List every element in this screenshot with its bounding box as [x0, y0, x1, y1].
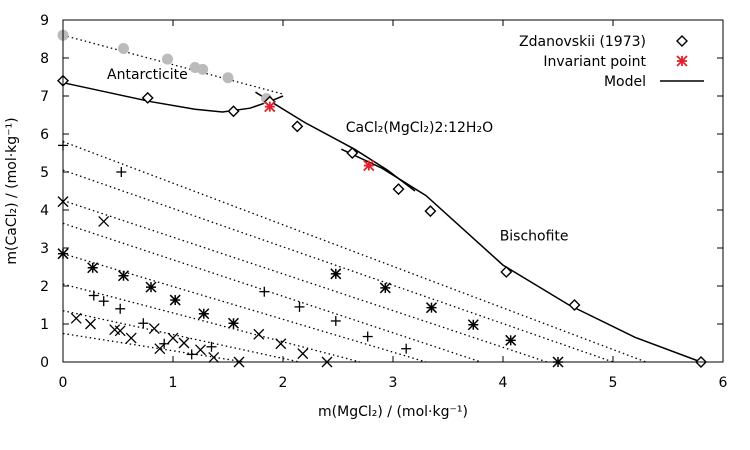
cross-point: [178, 337, 190, 349]
cross-point: [297, 348, 309, 360]
star-point: [379, 282, 391, 294]
annotation-label: CaCl₂(MgCl₂)2:12H₂O: [346, 120, 493, 136]
dotted-line: [62, 222, 482, 363]
plus-point: [294, 301, 305, 312]
y-tick-label: 1: [40, 317, 49, 333]
tick-labels: 0 1 2 3 4 5 6 0 1 2 3 4 5 6 7 8 9: [40, 13, 727, 391]
annotations: Antarcticite CaCl₂(MgCl₂)2:12H₂O Bischofit…: [107, 67, 569, 244]
star-point: [330, 268, 342, 280]
plus-point: [259, 286, 270, 297]
plot-frame: [62, 19, 724, 363]
legend-diamond-swatch: [676, 35, 688, 47]
legend-label: Invariant point: [543, 54, 646, 70]
cross-point: [275, 338, 287, 350]
model-curve: [340, 148, 702, 363]
circle-point: [222, 72, 234, 84]
model-curve: [62, 81, 284, 113]
cross-point: [195, 344, 206, 356]
circle-point: [162, 53, 173, 65]
cross-point: [70, 312, 82, 324]
asterisk-point: [264, 101, 276, 113]
plus-point: [362, 331, 373, 342]
legend-asterisk-swatch: [676, 55, 688, 67]
plus-point: [88, 290, 99, 301]
dotted-line: [62, 253, 427, 363]
plus-point: [98, 296, 109, 307]
annotation-label: Bischofite: [500, 228, 569, 244]
dotted-line: [62, 169, 614, 363]
cross-point: [167, 332, 179, 344]
diamond-point: [568, 299, 581, 311]
x-tick-label: 1: [169, 375, 178, 391]
dotted-line: [62, 34, 284, 95]
diamond-point: [500, 265, 513, 278]
y-tick-label: 2: [40, 279, 49, 295]
data-markers: [57, 29, 707, 368]
x-tick-label: 3: [389, 375, 398, 391]
cross-point: [148, 323, 160, 335]
y-tick-label: 7: [40, 89, 49, 105]
cross-point: [253, 328, 265, 340]
legend-label: Zdanovskii (1973): [519, 34, 646, 50]
cross-point: [208, 351, 220, 363]
y-axis-label: m(CaCl₂) / (mol·kg⁻¹): [4, 117, 20, 264]
annotation-label: Antarcticite: [107, 67, 188, 83]
diamond-point: [424, 205, 437, 218]
y-tick-label: 6: [40, 127, 49, 143]
cross-point: [114, 325, 126, 337]
star-point: [145, 281, 157, 293]
circle-point: [118, 43, 129, 54]
dotted-lines: [62, 34, 647, 363]
plus-point: [138, 318, 149, 329]
x-tick-label: 2: [279, 375, 288, 391]
dotted-line: [62, 140, 647, 363]
legend: Zdanovskii (1973) Invariant point Model: [519, 34, 704, 90]
plus-point: [330, 315, 341, 326]
y-tick-label: 3: [40, 241, 49, 257]
dotted-line: [62, 283, 361, 363]
y-tick-label: 9: [40, 13, 49, 29]
dotted-line: [62, 199, 548, 363]
y-tick-label: 5: [40, 165, 49, 181]
x-tick-label: 0: [59, 375, 68, 391]
cross-point: [125, 332, 137, 344]
y-tick-label: 8: [40, 51, 49, 67]
star-point: [425, 302, 438, 314]
circle-point: [197, 63, 209, 75]
cross-point: [85, 318, 96, 330]
x-tick-label: 5: [609, 375, 618, 391]
y-tick-label: 0: [40, 355, 49, 371]
x-tick-label: 6: [719, 375, 728, 391]
cross-point: [154, 343, 166, 355]
star-point: [169, 294, 181, 306]
plus-point: [186, 349, 197, 360]
cross-point: [98, 215, 110, 227]
diamond-point: [141, 91, 154, 104]
diamond-point: [392, 183, 405, 196]
star-point: [87, 262, 99, 274]
x-axis-label: m(MgCl₂) / (mol·kg⁻¹): [318, 404, 468, 420]
dotted-line: [62, 332, 245, 363]
star-point: [117, 270, 130, 282]
plus-point: [115, 303, 126, 314]
y-tick-label: 4: [40, 203, 49, 219]
diamond-point: [227, 105, 240, 118]
star-point: [198, 308, 210, 320]
diamond-point: [291, 120, 304, 133]
legend-label: Model: [604, 74, 646, 90]
asterisk-point: [363, 159, 375, 172]
x-tick-label: 4: [499, 375, 508, 391]
star-point: [505, 334, 517, 346]
model-curve: [255, 91, 416, 192]
plus-point: [206, 341, 217, 352]
diamond-point: [346, 147, 359, 159]
plus-point: [116, 167, 127, 177]
star-point: [227, 317, 240, 329]
star-point: [467, 319, 479, 331]
plus-point: [401, 343, 412, 354]
